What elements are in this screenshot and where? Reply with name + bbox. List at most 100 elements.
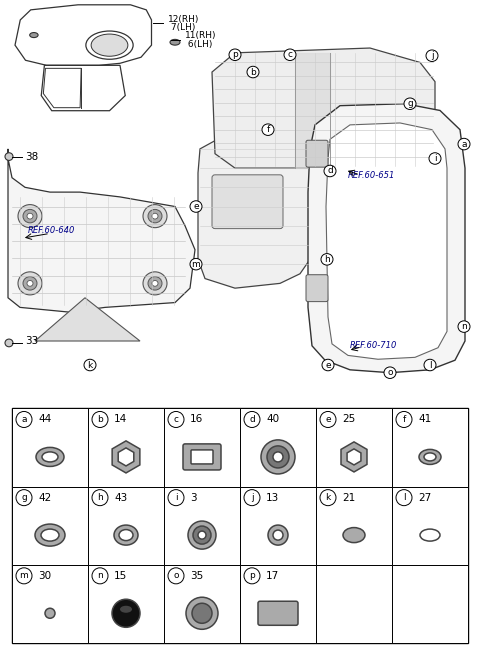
Text: l: l [403, 493, 405, 502]
Text: b: b [250, 68, 256, 77]
Circle shape [186, 597, 218, 629]
Circle shape [23, 277, 37, 290]
Text: 12(RH): 12(RH) [168, 14, 199, 24]
Circle shape [284, 49, 296, 60]
Circle shape [396, 411, 412, 428]
Text: o: o [387, 368, 393, 377]
Bar [392, 487, 468, 565]
Ellipse shape [42, 452, 58, 462]
Circle shape [229, 49, 241, 60]
Polygon shape [198, 125, 310, 288]
Text: 27: 27 [418, 493, 431, 502]
Bar [164, 487, 240, 565]
Circle shape [92, 411, 108, 428]
Circle shape [148, 209, 162, 223]
Circle shape [324, 165, 336, 176]
Circle shape [92, 489, 108, 506]
Text: j: j [251, 493, 253, 502]
Text: a: a [21, 415, 27, 424]
Circle shape [5, 339, 13, 347]
Circle shape [18, 272, 42, 295]
Bar [12, 565, 88, 643]
Polygon shape [341, 442, 367, 472]
Circle shape [268, 525, 288, 545]
Circle shape [188, 521, 216, 549]
Circle shape [190, 258, 202, 270]
Text: 35: 35 [190, 571, 203, 581]
Circle shape [5, 153, 13, 161]
Ellipse shape [35, 524, 65, 546]
Text: a: a [461, 140, 467, 149]
Text: p: p [232, 51, 238, 59]
Ellipse shape [30, 33, 38, 37]
Circle shape [429, 153, 441, 164]
Text: f: f [402, 415, 406, 424]
Text: k: k [87, 361, 93, 369]
Bar [316, 565, 392, 643]
Polygon shape [326, 123, 447, 359]
Text: REF.60-710: REF.60-710 [350, 341, 397, 350]
Text: 6(LH): 6(LH) [185, 39, 212, 49]
Text: g: g [21, 493, 27, 502]
Circle shape [193, 526, 211, 544]
Bar [392, 409, 468, 487]
Text: e: e [325, 415, 331, 424]
FancyBboxPatch shape [183, 444, 221, 470]
Circle shape [84, 359, 96, 371]
Circle shape [396, 489, 412, 506]
Text: 14: 14 [114, 415, 127, 424]
FancyBboxPatch shape [212, 174, 283, 228]
Circle shape [267, 446, 289, 468]
Ellipse shape [91, 34, 128, 56]
Circle shape [192, 604, 212, 623]
Bar [164, 409, 240, 487]
Circle shape [273, 452, 283, 462]
Ellipse shape [343, 527, 365, 543]
Ellipse shape [114, 525, 138, 545]
Text: f: f [266, 125, 270, 134]
Text: n: n [461, 322, 467, 331]
Text: e: e [325, 361, 331, 369]
Text: d: d [249, 415, 255, 424]
Circle shape [143, 205, 167, 228]
Bar [164, 565, 240, 643]
Circle shape [16, 568, 32, 584]
Text: 38: 38 [25, 152, 38, 161]
Text: 44: 44 [38, 415, 51, 424]
Circle shape [261, 440, 295, 474]
Circle shape [424, 359, 436, 371]
Circle shape [273, 530, 283, 540]
Ellipse shape [41, 529, 59, 541]
Text: 30: 30 [38, 571, 51, 581]
Text: o: o [173, 571, 179, 581]
Circle shape [320, 411, 336, 428]
Text: m: m [192, 260, 200, 269]
Text: k: k [325, 493, 331, 502]
FancyBboxPatch shape [258, 602, 298, 625]
Text: e: e [193, 202, 199, 211]
Circle shape [244, 411, 260, 428]
Text: g: g [407, 99, 413, 108]
Text: 43: 43 [114, 493, 127, 502]
Bar [12, 487, 88, 565]
Polygon shape [112, 441, 140, 473]
Text: 40: 40 [266, 415, 279, 424]
Polygon shape [212, 48, 435, 168]
Circle shape [23, 209, 37, 223]
Circle shape [16, 489, 32, 506]
Circle shape [247, 66, 259, 78]
Polygon shape [308, 104, 465, 373]
Text: h: h [97, 493, 103, 502]
Circle shape [16, 411, 32, 428]
Bar [12, 409, 88, 487]
FancyBboxPatch shape [306, 275, 328, 302]
Text: n: n [97, 571, 103, 581]
Text: i: i [175, 493, 177, 502]
Text: i: i [434, 154, 436, 163]
Circle shape [458, 321, 470, 333]
Text: 21: 21 [342, 493, 355, 502]
Bar [316, 487, 392, 565]
Ellipse shape [419, 449, 441, 464]
Ellipse shape [36, 447, 64, 466]
Text: 16: 16 [190, 415, 203, 424]
